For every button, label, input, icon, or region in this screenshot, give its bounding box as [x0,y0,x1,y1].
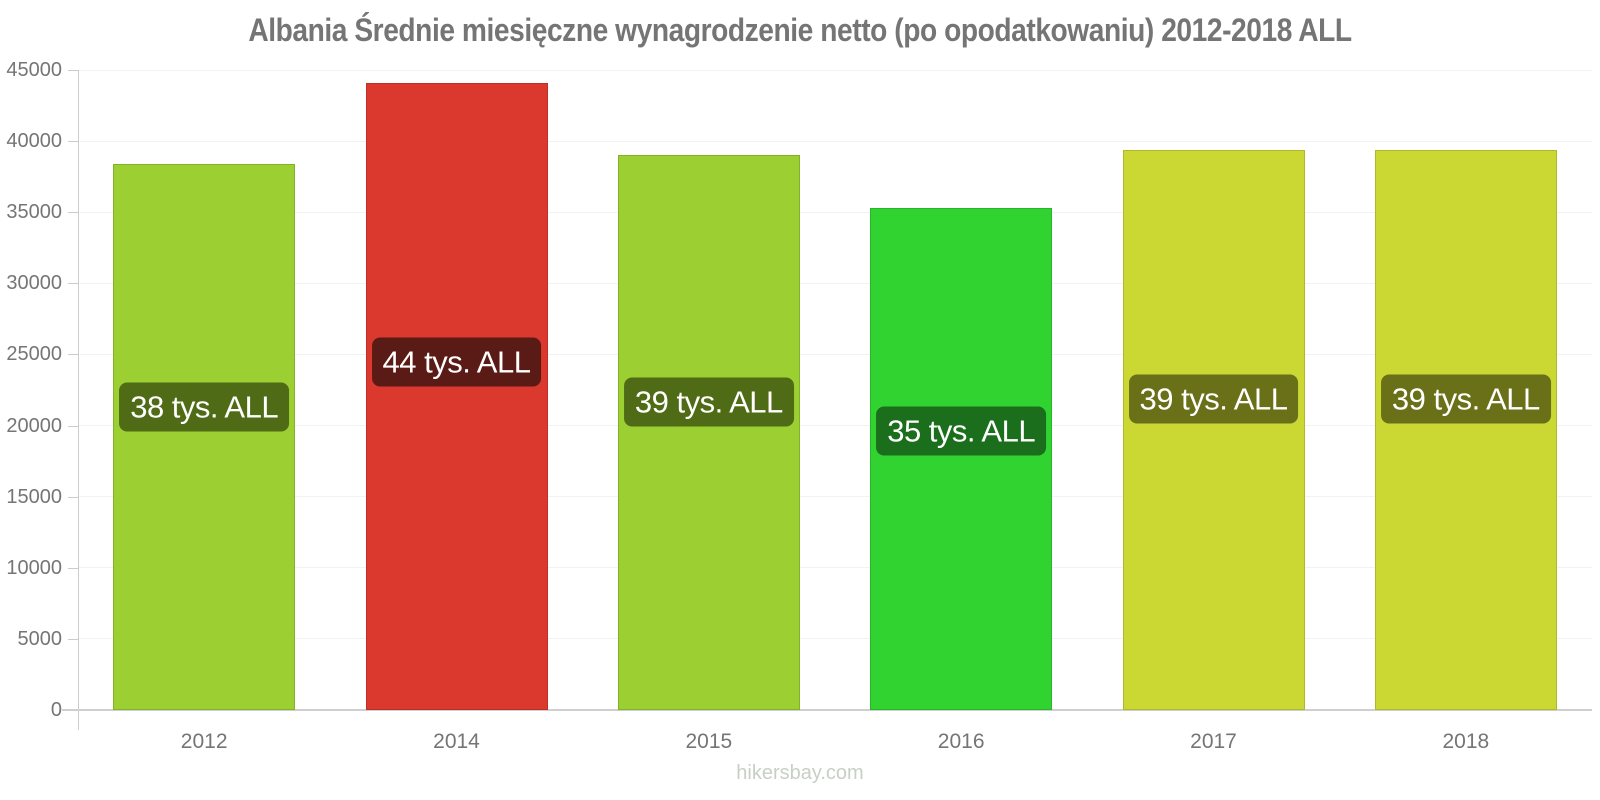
y-axis-label-5000: 5000 [17,627,63,650]
gridline-30000 [78,282,1592,284]
y-axis-tick-30000 [68,283,78,285]
gridline-45000 [78,69,1592,71]
y-axis-label-25000: 25000 [6,343,62,366]
bar-value-label-2012: 38 tys. ALL [119,382,290,432]
y-axis-tick-35000 [68,212,78,214]
bar-2014 [365,82,548,710]
y-axis-tick-40000 [68,141,78,143]
x-axis-label-2012: 2012 [180,730,228,753]
gridline-5000 [78,638,1592,640]
y-axis-tick-10000 [68,567,78,569]
watermark-hikersbay: hikersbay.com [736,762,864,784]
bar-value-label-2016: 35 tys. ALL [876,406,1047,456]
y-axis-tick-15000 [68,496,78,498]
bar-value-label-2018: 39 tys. ALL [1380,374,1551,424]
gridline-25000 [78,353,1592,355]
x-axis-label-2016: 2016 [937,730,985,753]
y-axis-label-40000: 40000 [6,130,62,153]
y-axis-line [78,70,79,730]
x-axis-label-2014: 2014 [433,730,480,753]
gridline-40000 [78,140,1592,142]
gridline-10000 [78,567,1592,569]
bar-value-label-2015: 39 tys. ALL [623,377,794,427]
bar-2012 [113,163,296,710]
x-axis-line [62,709,1592,711]
gridline-20000 [78,425,1592,427]
y-axis-label-35000: 35000 [6,201,62,224]
x-axis-label-2015: 2015 [685,730,733,753]
bar-2016 [870,207,1053,710]
y-axis-tick-20000 [68,425,78,427]
gridline-35000 [78,211,1592,213]
y-axis-tick-5000 [68,638,78,640]
y-axis-label-30000: 30000 [6,272,62,295]
bar-2018 [1374,149,1557,710]
bar-value-label-2014: 44 tys. ALL [371,337,542,387]
y-axis-label-20000: 20000 [6,414,62,437]
y-axis-label-45000: 45000 [6,59,62,81]
y-axis-label-10000: 10000 [6,556,62,579]
bar-2015 [617,155,800,710]
bar-2017 [1122,149,1305,710]
y-axis-tick-45000 [68,70,78,71]
bar-value-label-2017: 39 tys. ALL [1128,374,1299,424]
y-axis-label-15000: 15000 [6,485,62,508]
x-axis-label-2017: 2017 [1190,730,1237,753]
y-axis-label-0: 0 [50,699,62,721]
y-axis-tick-25000 [68,354,78,356]
chart-title: Albania Średnie miesięczne wynagrodzenie… [248,12,1352,48]
gridline-15000 [78,496,1592,498]
x-axis-label-2018: 2018 [1442,730,1490,753]
